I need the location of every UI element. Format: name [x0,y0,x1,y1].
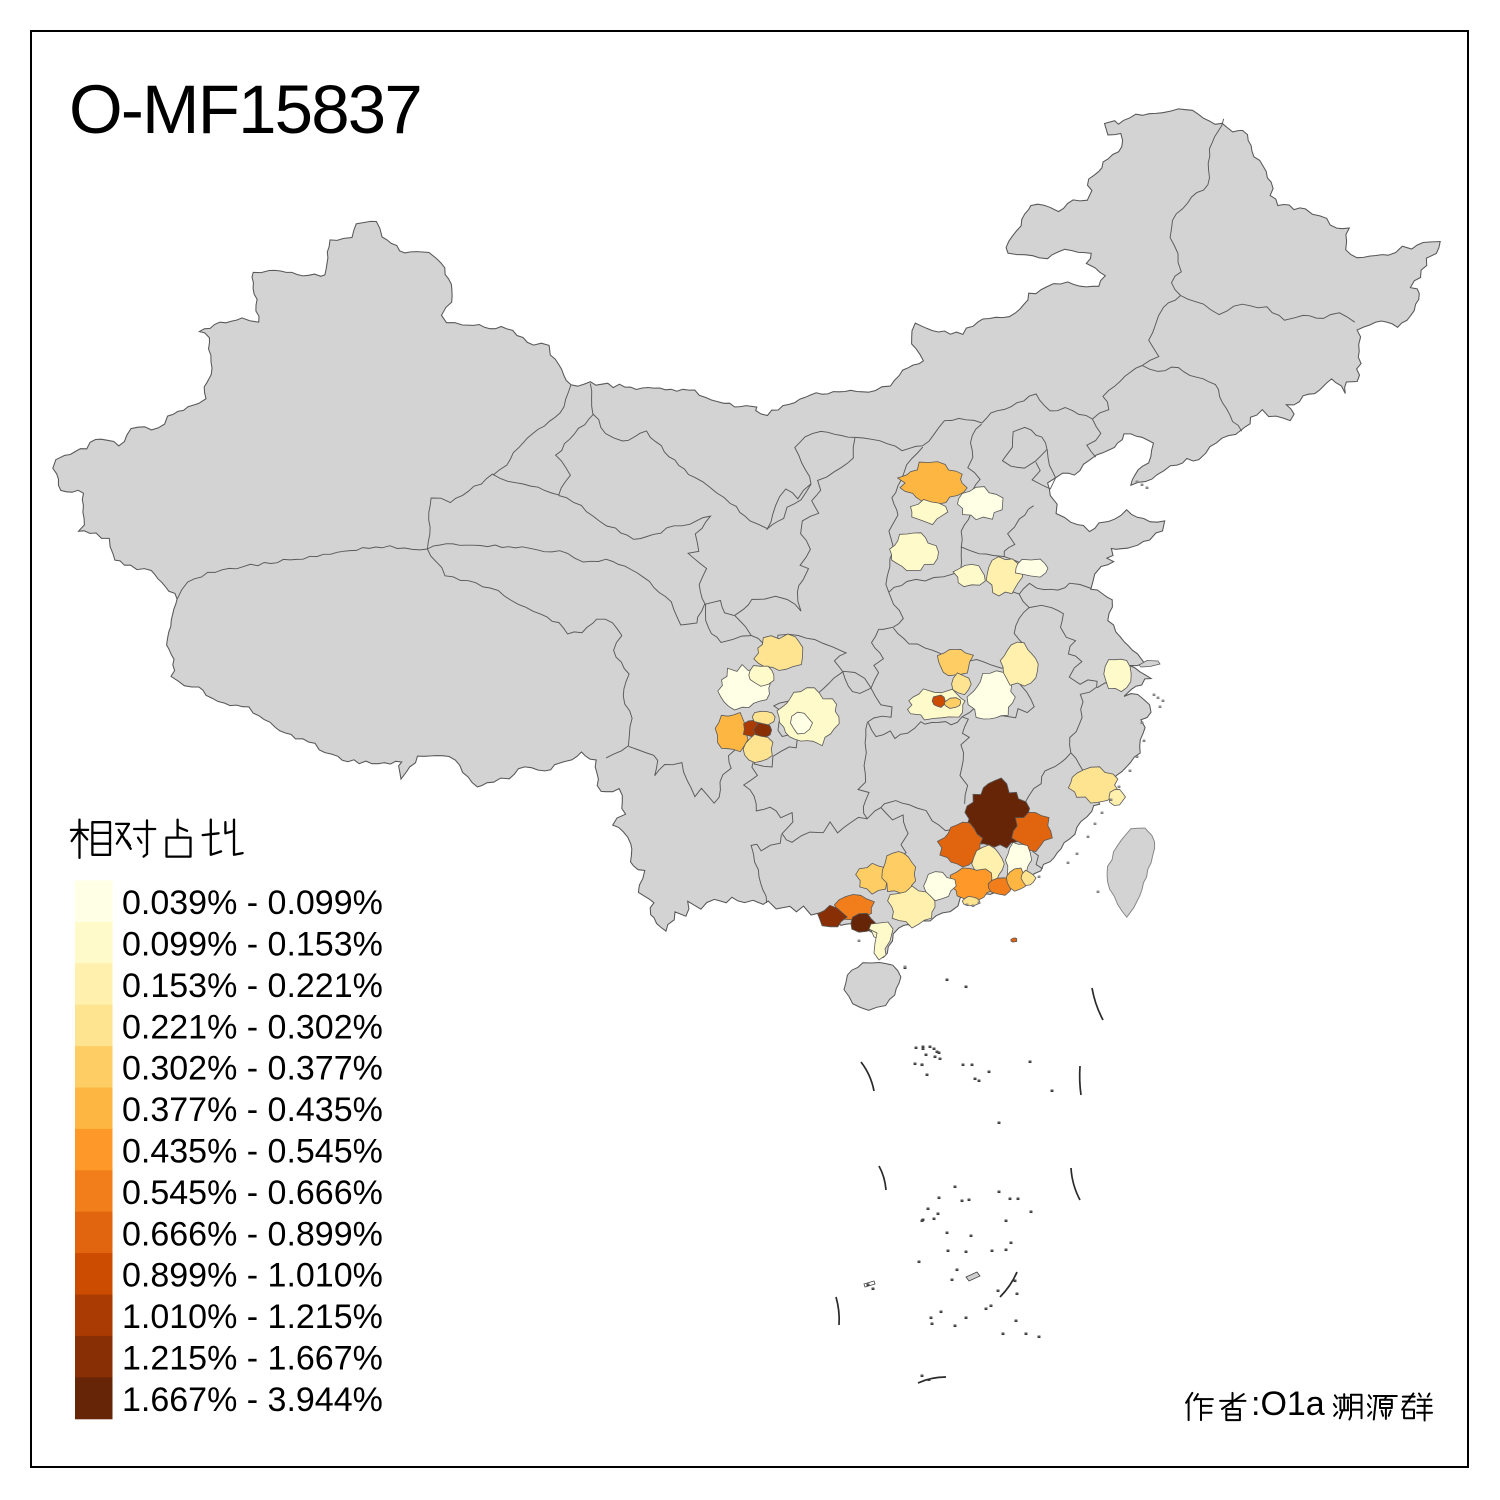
svg-text:0.039% - 0.099%: 0.039% - 0.099% [122,884,383,922]
svg-text:0.545% - 0.666%: 0.545% - 0.666% [122,1174,383,1212]
svg-text::O1a: :O1a [1251,1385,1325,1423]
svg-text:0.899% - 1.010%: 0.899% - 1.010% [122,1257,383,1295]
svg-text:1.215% - 1.667%: 1.215% - 1.667% [122,1340,383,1378]
svg-text:0.221% - 0.302%: 0.221% - 0.302% [122,1008,383,1046]
svg-text:1.667% - 3.944%: 1.667% - 3.944% [122,1381,383,1419]
svg-text:O-MF15837: O-MF15837 [69,71,421,148]
svg-text:0.099% - 0.153%: 0.099% - 0.153% [122,926,383,964]
svg-text:0.666% - 0.899%: 0.666% - 0.899% [122,1215,383,1253]
svg-text:0.435% - 0.545%: 0.435% - 0.545% [122,1133,383,1171]
svg-text:0.153% - 0.221%: 0.153% - 0.221% [122,967,383,1005]
svg-text:0.377% - 0.435%: 0.377% - 0.435% [122,1091,383,1129]
svg-text:0.302% - 0.377%: 0.302% - 0.377% [122,1050,383,1088]
svg-text:1.010% - 1.215%: 1.010% - 1.215% [122,1298,383,1336]
